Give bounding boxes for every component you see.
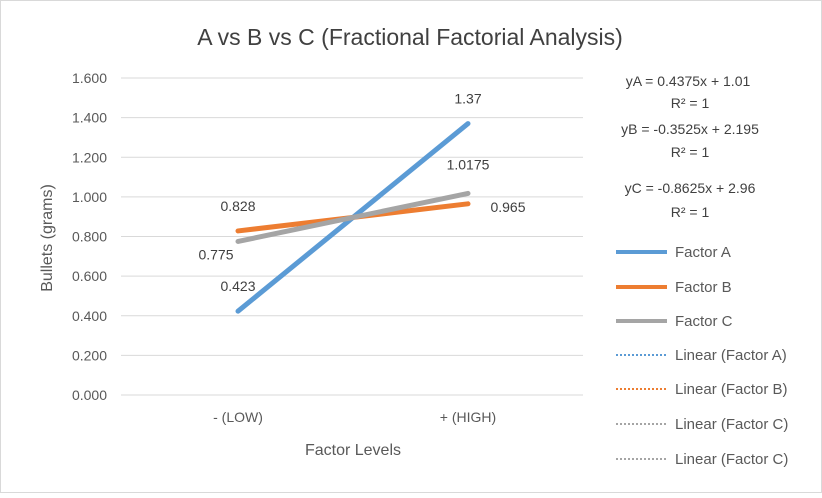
legend-label: Linear (Factor C) — [675, 416, 788, 433]
legend-label: Factor A — [675, 244, 731, 261]
y-tick-label: 0.600 — [72, 268, 107, 284]
y-tick-label: 1.200 — [72, 149, 107, 165]
legend-label: Factor B — [675, 279, 732, 296]
legend-label: Factor C — [675, 313, 733, 330]
y-tick-label: 1.000 — [72, 189, 107, 205]
legend-label: Linear (Factor A) — [675, 347, 787, 364]
y-tick-label: 0.000 — [72, 387, 107, 403]
chart-title: A vs B vs C (Fractional Factorial Analys… — [197, 24, 623, 50]
x-axis-ticks: - (LOW) + (HIGH) — [213, 409, 496, 425]
x-tick-label: + (HIGH) — [440, 409, 496, 425]
trendline-equation: yA = 0.4375x + 1.01 — [626, 73, 751, 89]
y-tick-label: 1.600 — [72, 70, 107, 86]
legend: Factor A Factor B Factor C Linear (Factor A… — [616, 244, 788, 468]
trendline-r-squared: R² = 1 — [671, 204, 710, 220]
legend-label: Linear (Factor C) — [675, 451, 788, 468]
data-label: 1.0175 — [447, 156, 490, 172]
data-label: 1.37 — [454, 91, 481, 107]
y-axis-ticks: 0.000 0.200 0.400 0.600 0.800 1.000 1.200 1.400… — [72, 70, 107, 403]
gridlines — [121, 77, 583, 396]
y-axis-label: Bullets (grams) — [39, 184, 56, 292]
trendline-equation: yB = -0.3525x + 2.195 — [621, 121, 759, 137]
y-tick-label: 0.800 — [72, 229, 107, 245]
x-axis-label: Factor Levels — [305, 442, 401, 459]
data-labels: 0.423 1.37 0.828 0.965 0.775 1.0175 — [198, 91, 525, 295]
y-tick-label: 1.400 — [72, 110, 107, 126]
data-label: 0.965 — [490, 199, 525, 215]
trendline-equation: yC = -0.8625x + 2.96 — [625, 180, 756, 196]
legend-label: Linear (Factor B) — [675, 381, 788, 398]
y-tick-label: 0.200 — [72, 347, 107, 363]
data-label: 0.828 — [220, 198, 255, 214]
trendline-r-squared: R² = 1 — [671, 144, 710, 160]
data-label: 0.423 — [220, 278, 255, 294]
x-tick-label: - (LOW) — [213, 409, 263, 425]
series-lines — [235, 121, 471, 314]
trendline-equations: yA = 0.4375x + 1.01 R² = 1 yB = -0.3525x +… — [621, 73, 759, 220]
y-tick-label: 0.400 — [72, 308, 107, 324]
data-label: 0.775 — [198, 246, 233, 262]
series-line-factor-c — [235, 190, 471, 244]
trendline-r-squared: R² = 1 — [671, 95, 710, 111]
